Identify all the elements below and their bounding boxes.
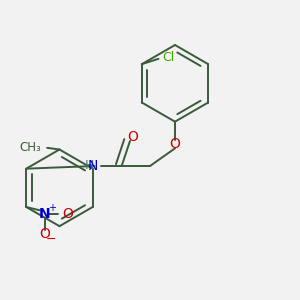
Text: O: O	[39, 227, 50, 241]
Text: N: N	[39, 207, 50, 221]
Text: O: O	[62, 207, 73, 221]
Text: CH₃: CH₃	[20, 141, 41, 154]
Text: −: −	[45, 233, 56, 246]
Text: H: H	[85, 159, 94, 172]
Text: O: O	[127, 130, 138, 144]
Text: N: N	[88, 159, 98, 173]
Text: +: +	[48, 203, 56, 213]
Text: O: O	[169, 137, 180, 151]
Text: Cl: Cl	[162, 51, 174, 64]
